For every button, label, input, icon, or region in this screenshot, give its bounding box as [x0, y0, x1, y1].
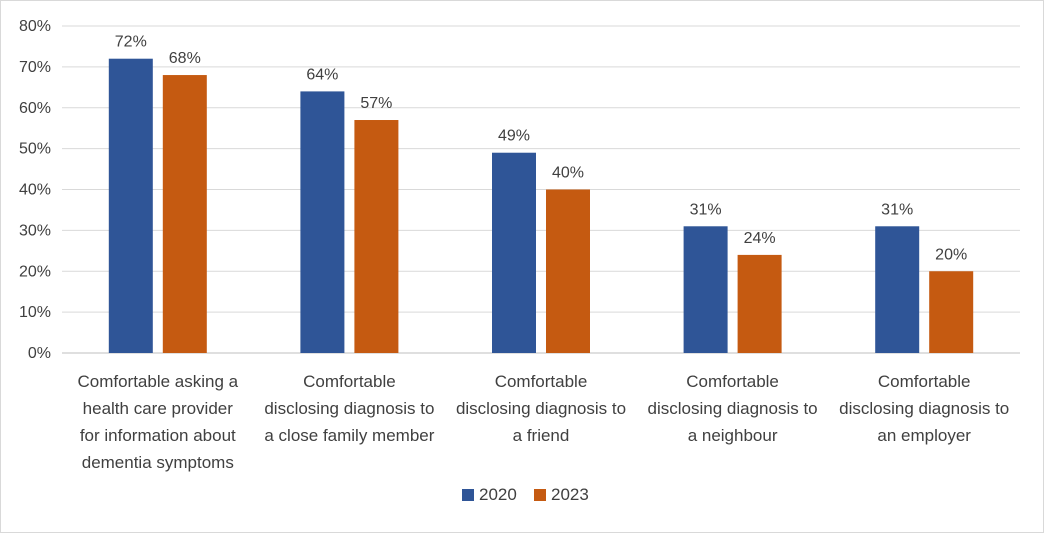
data-label: 31%	[690, 201, 722, 218]
data-label: 20%	[935, 246, 967, 263]
data-label: 31%	[881, 201, 913, 218]
category-label: Comfortable	[303, 372, 396, 391]
data-label: 57%	[360, 95, 392, 112]
legend-label: 2020	[479, 485, 517, 504]
bar-2020-3	[683, 226, 728, 353]
bar-2023-1	[354, 120, 399, 353]
legend-label: 2023	[551, 485, 589, 504]
data-label: 24%	[744, 230, 776, 247]
category-label: Comfortable	[495, 372, 588, 391]
data-label: 49%	[498, 128, 530, 145]
category-label: Comfortable asking a	[77, 372, 238, 391]
y-tick-label: 50%	[19, 141, 51, 158]
data-label: 68%	[169, 50, 201, 67]
y-tick-label: 20%	[19, 263, 51, 280]
category-label: dementia symptoms	[82, 453, 234, 472]
category-label: Comfortable	[878, 372, 971, 391]
category-label: a close family member	[264, 426, 434, 445]
bar-2020-0	[108, 58, 153, 353]
data-label: 72%	[115, 34, 147, 51]
bar-2020-2	[492, 152, 536, 353]
bar-2023-0	[162, 75, 207, 354]
data-label: 64%	[306, 66, 338, 83]
category-label: an employer	[877, 426, 971, 445]
category-label: a friend	[513, 426, 570, 445]
y-tick-label: 0%	[28, 345, 51, 362]
category-label: disclosing diagnosis to	[264, 399, 434, 418]
bar-2023-2	[546, 189, 590, 353]
category-label: disclosing diagnosis to	[456, 399, 626, 418]
bar-2023-3	[737, 254, 782, 353]
y-tick-label: 70%	[19, 59, 51, 76]
category-label: disclosing diagnosis to	[648, 399, 818, 418]
category-label: Comfortable	[686, 372, 779, 391]
y-tick-label: 60%	[19, 100, 51, 117]
y-tick-label: 80%	[19, 18, 51, 35]
category-label: health care provider	[83, 399, 234, 418]
y-tick-label: 40%	[19, 182, 51, 199]
category-label: for information about	[80, 426, 236, 445]
category-label: disclosing diagnosis to	[839, 399, 1009, 418]
bar-2020-4	[875, 226, 920, 353]
bar-2023-4	[929, 271, 974, 353]
bar-2020-1	[300, 91, 345, 354]
legend-swatch-2020	[462, 489, 474, 501]
y-tick-label: 30%	[19, 222, 51, 239]
legend-swatch-2023	[534, 489, 546, 501]
data-label: 40%	[552, 165, 584, 182]
y-tick-label: 10%	[19, 304, 51, 321]
category-label: a neighbour	[688, 426, 778, 445]
